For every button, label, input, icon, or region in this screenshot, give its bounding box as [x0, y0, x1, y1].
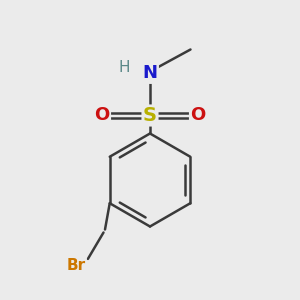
Text: Br: Br [67, 258, 86, 273]
Text: H: H [119, 60, 130, 75]
Text: O: O [190, 106, 206, 124]
Text: O: O [94, 106, 110, 124]
Text: N: N [142, 64, 158, 82]
Text: S: S [143, 106, 157, 125]
